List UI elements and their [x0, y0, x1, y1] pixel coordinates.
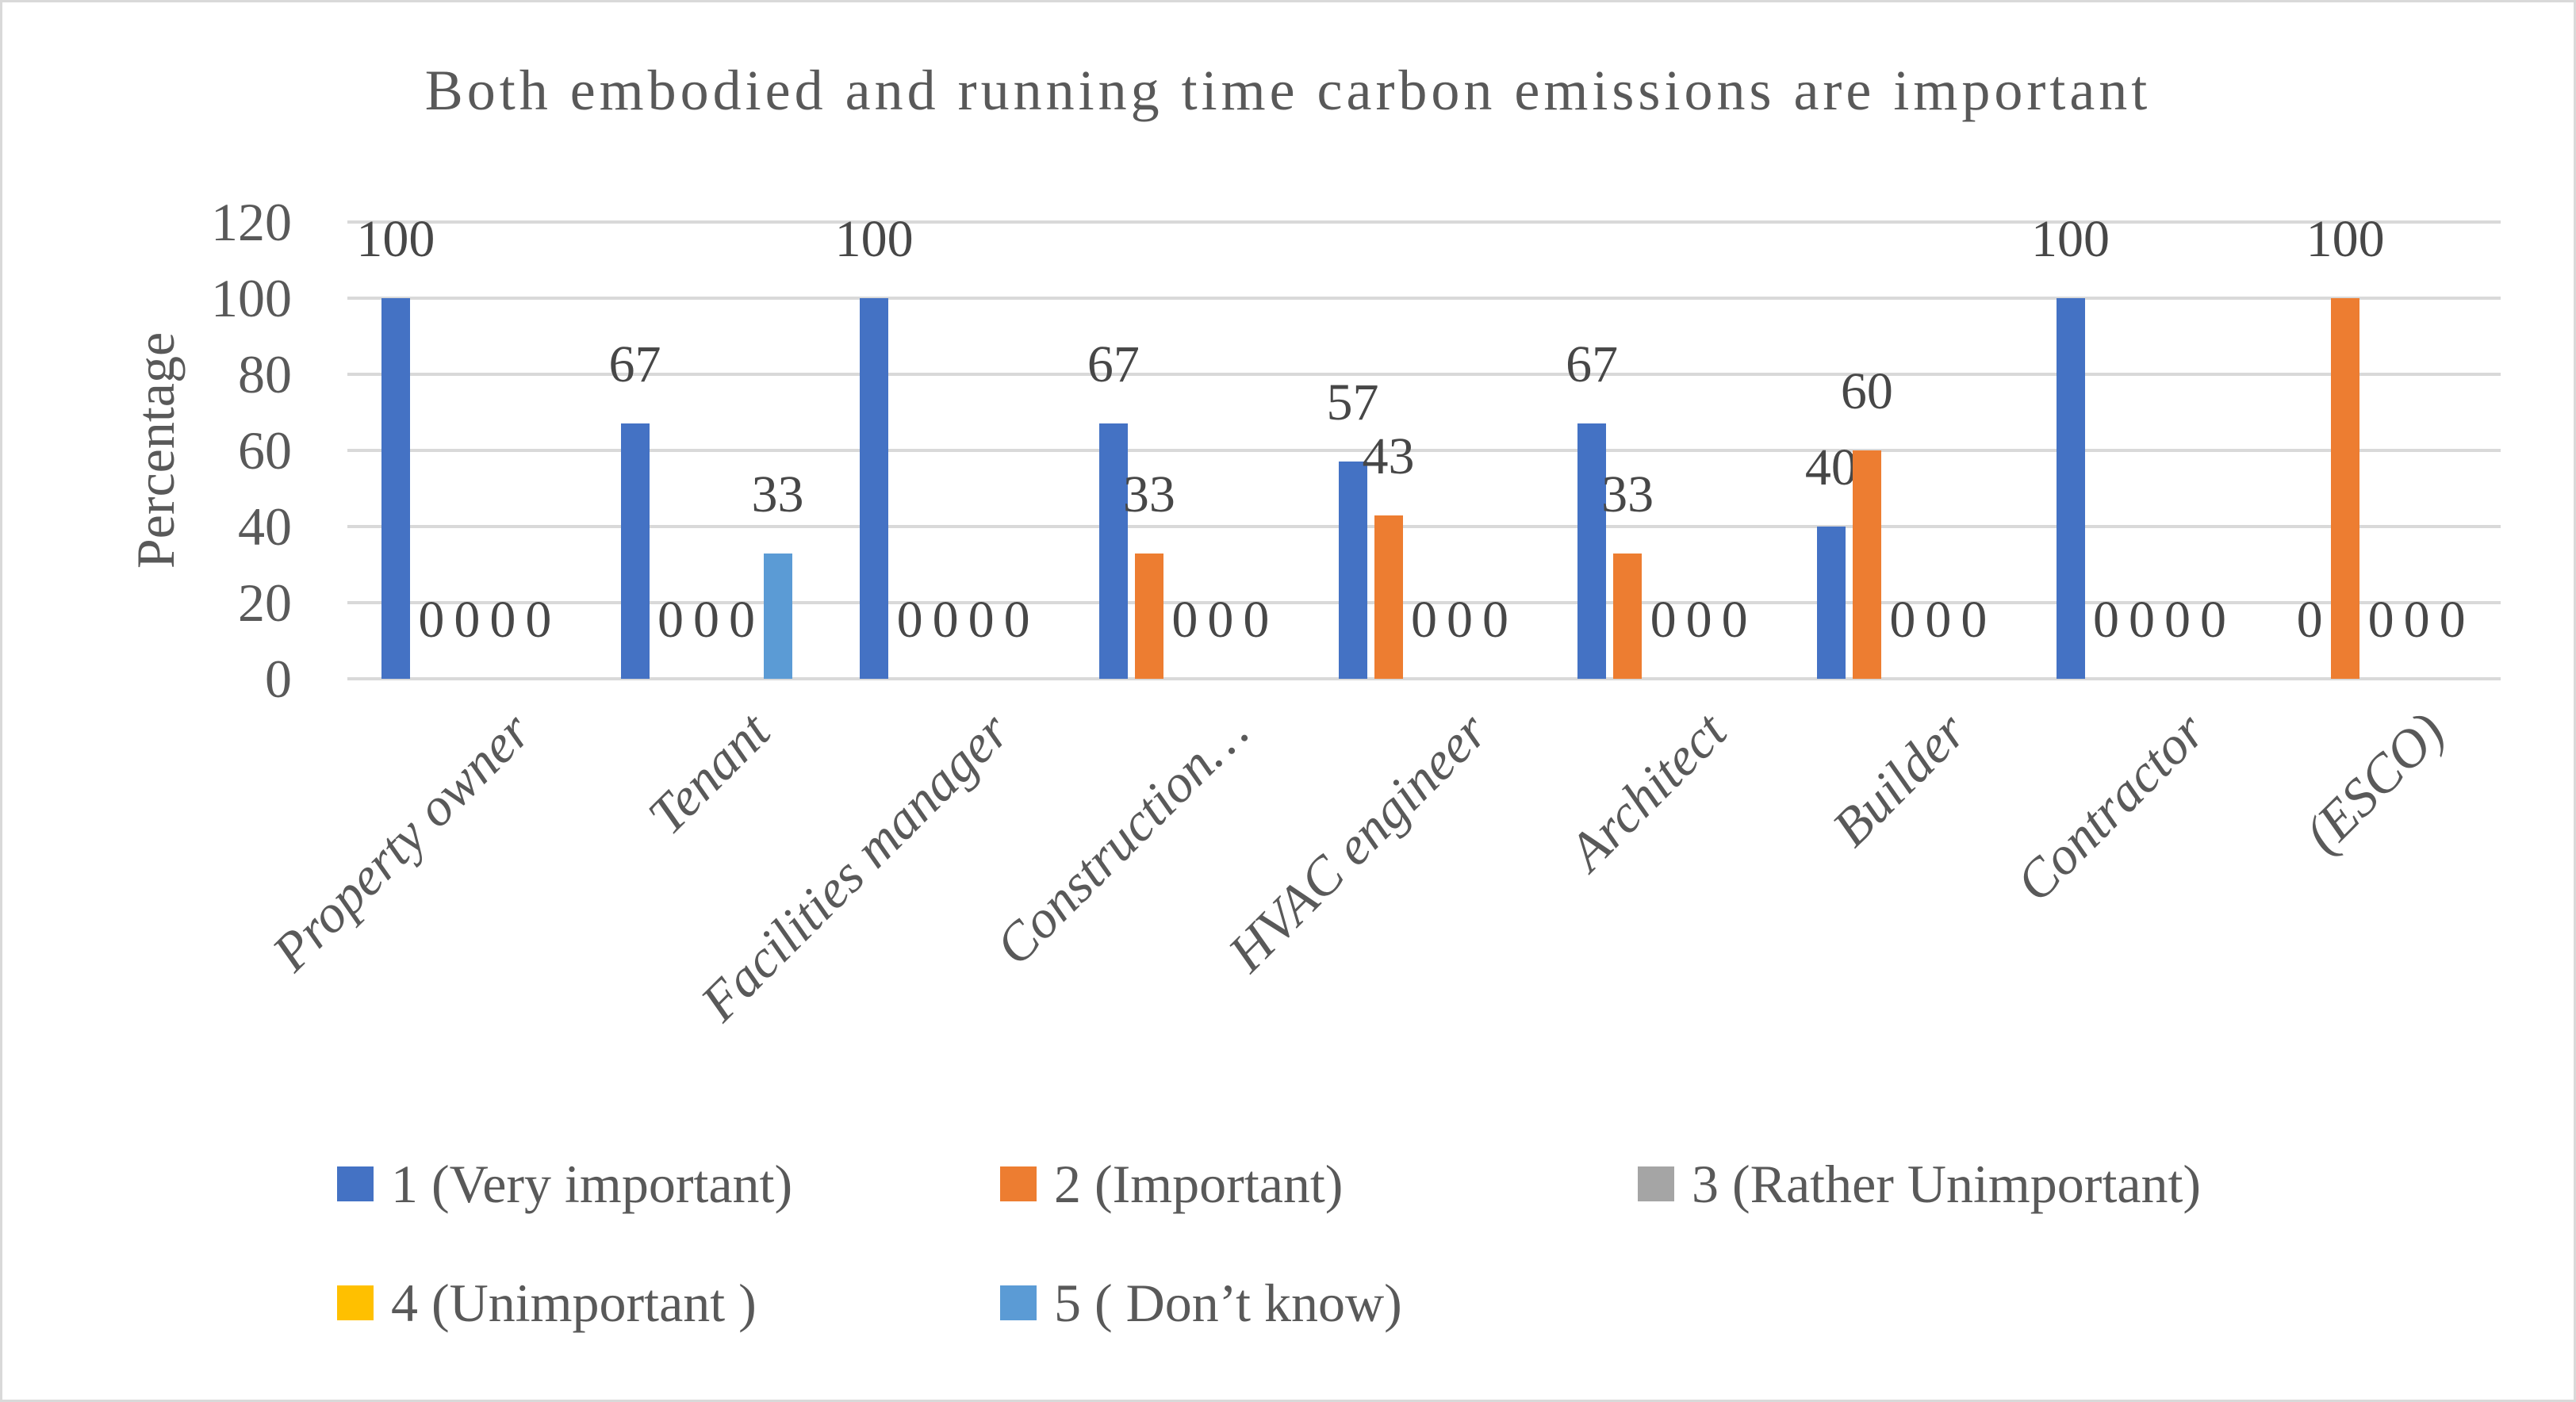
legend-label: 3 (Rather Unimportant): [1692, 1154, 2202, 1214]
data-label: 0: [932, 591, 959, 649]
data-label: 33: [1122, 465, 1175, 523]
data-label: 0: [1447, 591, 1473, 649]
data-label: 0: [896, 591, 923, 649]
bar: [381, 298, 410, 679]
y-axis-tick-label: 100: [211, 268, 292, 328]
y-axis-tick-label: 60: [238, 420, 292, 481]
data-label: 43: [1362, 427, 1415, 485]
bar: [1098, 423, 1128, 679]
legend-label: 2 (Important): [1054, 1154, 1344, 1214]
gridline: [347, 601, 2501, 604]
data-label: 67: [1087, 335, 1140, 394]
data-label: 0: [1961, 591, 1988, 649]
gridline: [347, 297, 2501, 300]
data-label: 0: [418, 591, 445, 649]
y-axis-tick-label: 80: [238, 344, 292, 404]
x-axis-category-label: Tenant: [635, 700, 781, 846]
legend-swatch: [337, 1166, 374, 1201]
data-label: 0: [2403, 591, 2430, 649]
data-label: 100: [356, 210, 435, 268]
x-axis-category-label: Contractor: [2004, 700, 2217, 914]
data-label: 0: [2129, 591, 2155, 649]
legend-label: 5 ( Don’t know): [1054, 1273, 1402, 1333]
gridline: [347, 373, 2501, 376]
data-label: 0: [2439, 591, 2466, 649]
bar: [2056, 298, 2085, 679]
data-label: 0: [2200, 591, 2226, 649]
data-label: 0: [489, 591, 516, 649]
x-axis-category-label: Property owner: [260, 700, 542, 983]
bar: [1613, 553, 1643, 679]
legend-swatch: [1000, 1166, 1037, 1201]
y-axis-tick-label: 120: [211, 192, 292, 252]
data-label: 0: [525, 591, 552, 649]
bar: [1852, 450, 1881, 679]
x-axis-line: [347, 677, 2501, 680]
data-label: 0: [729, 591, 755, 649]
data-label: 60: [1840, 362, 1893, 420]
data-label: 57: [1326, 373, 1379, 432]
x-axis-category-label: HVAC engineer: [1216, 700, 1499, 983]
bar: [1577, 423, 1607, 679]
data-label: 100: [834, 210, 914, 268]
legend-label: 1 (Very important): [391, 1154, 793, 1214]
gridline: [347, 525, 2501, 528]
x-axis-category-label: Builder: [1820, 700, 1978, 858]
legend-swatch: [337, 1285, 374, 1320]
bar: [1374, 515, 1403, 679]
data-label: 0: [1889, 591, 1916, 649]
data-label: 67: [608, 335, 661, 394]
data-label: 0: [1171, 591, 1198, 649]
bar: [763, 553, 792, 679]
x-axis-category-label: (ESCO): [2292, 700, 2456, 864]
bar: [860, 298, 889, 679]
data-label: 0: [1721, 591, 1748, 649]
data-label: 40: [1804, 439, 1857, 496]
y-axis-tick-label: 40: [238, 496, 292, 557]
bar: [620, 423, 650, 679]
gridline: [347, 220, 2501, 224]
legend-label: 4 (Unimportant ): [391, 1273, 757, 1333]
legend-swatch: [1638, 1166, 1674, 1201]
data-label: 0: [1411, 591, 1437, 649]
data-label: 0: [2367, 591, 2394, 649]
data-label: 0: [1685, 591, 1712, 649]
data-label: 0: [1925, 591, 1952, 649]
y-axis-tick-label: 0: [265, 649, 292, 709]
data-label: 0: [2296, 591, 2323, 649]
bar: [1134, 553, 1163, 679]
data-label: 33: [751, 465, 804, 523]
data-label: 0: [657, 591, 684, 649]
data-label: 100: [2306, 210, 2385, 268]
data-label: 0: [2093, 591, 2119, 649]
data-label: 67: [1566, 335, 1619, 394]
data-label: 0: [1243, 591, 1270, 649]
data-label: 100: [2031, 210, 2110, 268]
x-axis-category-label: Construction…: [983, 700, 1260, 977]
legend-swatch: [1000, 1285, 1037, 1320]
data-label: 0: [1650, 591, 1677, 649]
data-label: 0: [693, 591, 719, 649]
data-label: 0: [1482, 591, 1508, 649]
y-axis-tick-label: 20: [238, 573, 292, 633]
data-label: 33: [1601, 465, 1654, 523]
data-label: 0: [968, 591, 995, 649]
data-label: 0: [454, 591, 481, 649]
chart-title: Both embodied and running time carbon em…: [424, 59, 2152, 122]
data-label: 0: [2164, 591, 2191, 649]
bar: [1816, 527, 1846, 679]
bar: [2331, 298, 2360, 679]
bar: [1338, 462, 1367, 679]
x-axis-category-label: Architect: [1557, 700, 1738, 882]
gridline: [347, 449, 2501, 452]
data-label: 0: [1003, 591, 1030, 649]
data-label: 0: [1207, 591, 1234, 649]
